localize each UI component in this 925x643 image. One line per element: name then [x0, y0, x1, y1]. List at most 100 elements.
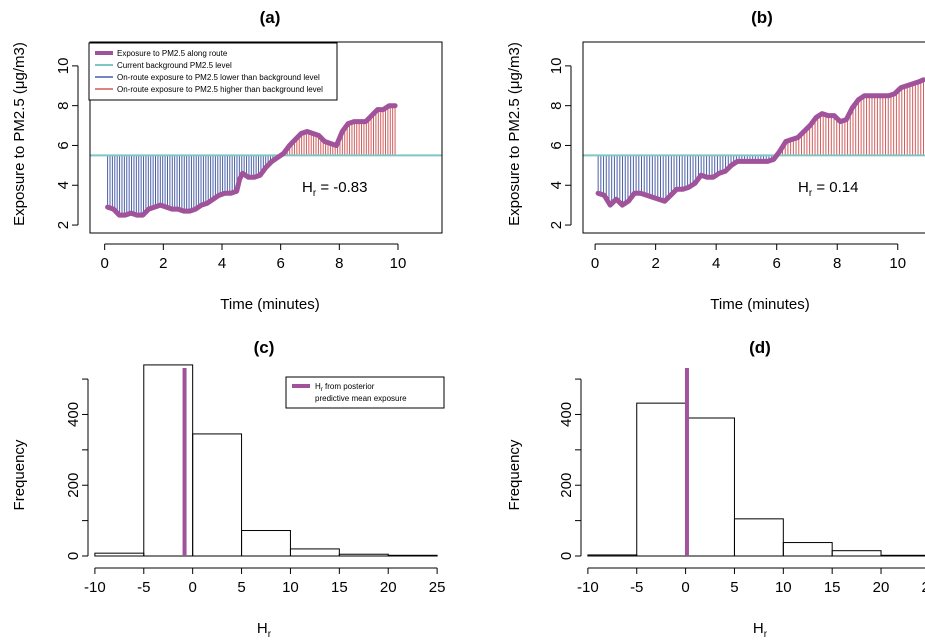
histogram-bar	[733, 518, 784, 557]
x-tick-label: 6	[773, 255, 781, 272]
panel-c-legend: Hr from posterior predictive mean exposu…	[285, 376, 445, 409]
panel-a-title: (a)	[260, 8, 281, 27]
panel-d-y-ticks: 0 200 400	[558, 378, 582, 560]
panel-d-title: (d)	[749, 338, 771, 357]
x-tick-label: 0	[188, 579, 196, 596]
y-tick-label: 200	[558, 473, 575, 498]
panel-b-x-ticks: 0 2 4 6 8 10	[591, 243, 906, 272]
x-tick-label: 6	[276, 255, 284, 272]
legend-lower-label: On-route exposure to PM2.5 lower than ba…	[117, 73, 320, 82]
panel-a: (a) 0 2 4 6 8 10 2 4 6 8 10 Time (minutes) Exposu…	[11, 8, 443, 313]
x-tick-label: 10	[282, 579, 299, 596]
panel-c: (c) -10 -5 0 5 10 15 20 25 0 200 400 Hr Frequency…	[11, 338, 445, 640]
histogram-bar	[94, 552, 145, 557]
x-tick-label: -10	[577, 579, 599, 596]
panel-a-x-label: Time (minutes)	[220, 296, 319, 313]
y-tick-label: 4	[548, 181, 565, 189]
y-tick-label: 2	[548, 221, 565, 229]
x-tick-label: 25	[429, 579, 446, 596]
legend-exposure-label: Exposure to PM2.5 along route	[117, 49, 228, 58]
x-tick-label: 4	[712, 255, 720, 272]
panel-a-frame	[89, 41, 443, 234]
x-tick-label: 4	[218, 255, 226, 272]
panel-a-hr-annotation: Hr = -0.83	[302, 179, 367, 199]
panel-d: (d) -10 -5 0 5 10 15 20 25 0 200 400 Hr Frequency	[506, 338, 925, 640]
x-tick-label: 25	[922, 579, 925, 596]
y-tick-label: 10	[548, 58, 565, 75]
panel-b-hr-annotation: Hr = 0.14	[798, 179, 858, 199]
x-tick-label: 15	[824, 579, 841, 596]
panel-a-x-ticks: 0 2 4 6 8 10	[100, 243, 407, 272]
panel-c-x-ticks: -10 -5 0 5 10 15 20 25	[84, 567, 446, 596]
y-tick-label: 400	[558, 402, 575, 427]
histogram-bar	[831, 550, 882, 557]
x-tick-label: 2	[651, 255, 659, 272]
x-tick-label: 5	[730, 579, 738, 596]
histogram-bar	[685, 417, 735, 557]
x-tick-label: 15	[331, 579, 348, 596]
x-tick-label: 10	[775, 579, 792, 596]
y-tick-label: 6	[548, 141, 565, 149]
panel-b: (b) 0 2 4 6 8 10 2 4 6 8 10 Time (minutes) Exposu…	[506, 8, 925, 313]
panel-c-y-ticks: 0 200 400	[65, 378, 89, 560]
x-tick-label: -5	[137, 579, 150, 596]
histogram-bar	[387, 554, 438, 557]
panel-d-x-ticks: -10 -5 0 5 10 15 20 25	[577, 567, 925, 596]
panel-c-y-label: Frequency	[11, 439, 28, 510]
panel-d-histogram-bars	[587, 402, 925, 557]
x-tick-label: -10	[84, 579, 106, 596]
panel-d-y-label: Frequency	[506, 439, 523, 510]
x-tick-label: 20	[380, 579, 397, 596]
panel-c-x-label: Hr	[257, 620, 272, 640]
panel-a-y-label: Exposure to PM2.5 (μg/m3)	[11, 42, 28, 226]
panel-c-title: (c)	[254, 338, 275, 357]
panel-b-title: (b)	[751, 8, 773, 27]
y-tick-label: 8	[55, 101, 72, 109]
x-tick-label: 8	[833, 255, 841, 272]
legend-higher-label: On-route exposure to PM2.5 higher than b…	[117, 85, 323, 94]
histogram-bar	[587, 554, 638, 557]
y-tick-label: 4	[55, 181, 72, 189]
panel-b-x-label: Time (minutes)	[710, 296, 809, 313]
legend-hr-label-line2: predictive mean exposure	[315, 394, 407, 403]
histogram-bar	[782, 542, 833, 557]
histogram-bar	[338, 553, 389, 557]
x-tick-label: 10	[390, 255, 407, 272]
panel-a-legend: Exposure to PM2.5 along route Current ba…	[88, 42, 338, 101]
y-tick-label: 200	[65, 473, 82, 498]
panel-c-histogram-bars	[94, 364, 438, 557]
y-tick-label: 0	[558, 552, 575, 560]
panel-b-y-ticks: 2 4 6 8 10	[548, 58, 572, 229]
x-tick-label: 5	[237, 579, 245, 596]
x-tick-label: 8	[335, 255, 343, 272]
panel-b-frame	[582, 41, 925, 234]
panel-b-exposure-line	[595, 77, 925, 208]
x-tick-label: 0	[681, 579, 689, 596]
x-tick-label: 20	[873, 579, 890, 596]
x-tick-label: 0	[100, 255, 108, 272]
histogram-bar	[241, 530, 291, 557]
y-tick-label: 400	[65, 402, 82, 427]
panel-a-fill-lines	[107, 105, 396, 216]
legend-background-label: Current background PM2.5 level	[117, 61, 232, 70]
y-tick-label: 2	[55, 221, 72, 229]
panel-b-y-label: Exposure to PM2.5 (μg/m3)	[506, 42, 523, 226]
histogram-bar	[636, 402, 687, 557]
y-tick-label: 8	[548, 101, 565, 109]
x-tick-label: -5	[630, 579, 643, 596]
panel-b-fill-lines	[597, 79, 924, 206]
x-tick-label: 2	[159, 255, 167, 272]
panel-a-y-ticks: 2 4 6 8 10	[55, 58, 79, 229]
histogram-bar	[880, 554, 925, 557]
legend-hr-label: Hr from posterior	[315, 382, 375, 393]
histogram-bar	[289, 548, 340, 557]
x-tick-label: 10	[889, 255, 906, 272]
panel-a-exposure-line	[105, 103, 398, 218]
y-tick-label: 10	[55, 58, 72, 75]
y-tick-label: 6	[55, 141, 72, 149]
panel-d-x-label: Hr	[753, 620, 768, 640]
y-tick-label: 0	[65, 552, 82, 560]
histogram-bar	[192, 433, 243, 557]
x-tick-label: 0	[591, 255, 599, 272]
